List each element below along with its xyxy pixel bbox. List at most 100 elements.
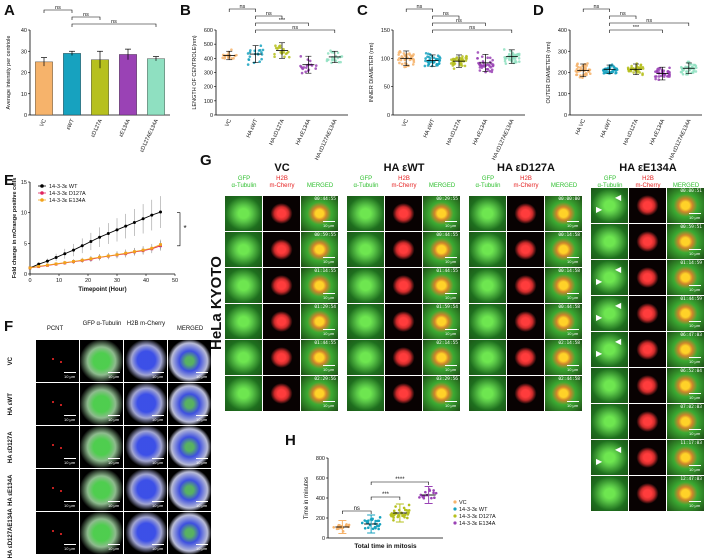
data-point (503, 57, 507, 61)
h2b-mcherry-frame (385, 376, 422, 411)
data-point (258, 48, 262, 52)
channel-header: GFP α-Tubulin (591, 176, 629, 189)
bar-1 (63, 53, 81, 116)
merged-frame: 00:44:55 10 μm (301, 196, 338, 231)
scale-bar: 10 μm (567, 223, 579, 228)
significance-bracket (228, 8, 256, 12)
data-point (513, 56, 517, 60)
timestamp: 01:44:55 (436, 269, 458, 274)
data-point (392, 513, 396, 516)
gfp-tubulin-frame (591, 404, 628, 439)
panel-b-scatter-chart: 0 100 200 300 400 500 600 LENGTH OF CENTROLE(nm… (192, 4, 348, 161)
data-point (246, 52, 250, 55)
scale-bar: 10 μm (196, 546, 208, 551)
data-point (412, 58, 416, 62)
data-point (403, 515, 406, 519)
data-point (377, 527, 380, 531)
y-tick-label: 300 (204, 71, 213, 77)
data-point (653, 75, 657, 78)
data-point (437, 59, 441, 62)
data-point (424, 57, 427, 60)
y-tick-label: 600 (316, 476, 325, 482)
data-point (486, 56, 489, 60)
x-tick-label: HA εE134A (295, 118, 312, 146)
data-point (658, 66, 662, 70)
micrograph-h2b: 10 μm (124, 469, 167, 511)
arrowhead-icon: ◀ (615, 265, 622, 274)
series-point (159, 243, 162, 246)
scale-bar: 10 μm (323, 367, 335, 372)
channel-header-line: MERGED (550, 183, 578, 189)
col-header-pcnt: PCNT (46, 326, 64, 332)
series-point (72, 260, 75, 263)
significance-bracket (370, 496, 401, 500)
scale-bar: 10 μm (64, 374, 76, 379)
significance-label: **** (395, 477, 405, 483)
data-point (400, 62, 404, 66)
channel-header-line: H2B (276, 176, 288, 182)
data-point (641, 72, 644, 75)
data-point (389, 513, 393, 517)
data-point (657, 75, 661, 78)
data-point (488, 56, 492, 60)
series-point (46, 263, 49, 267)
scale-bar: 10 μm (689, 395, 701, 400)
timestamp: 02:29:56 (314, 377, 336, 382)
data-point (615, 67, 619, 70)
arrowhead-icon: ▶ (596, 205, 603, 214)
series-line-0 (29, 211, 161, 269)
gfp-tubulin-frame (347, 232, 384, 267)
gfp-tubulin-frame (469, 304, 506, 339)
gfp-tubulin-frame: ▶ ◀ (591, 296, 628, 331)
data-point (679, 70, 683, 74)
centrosome-dot (60, 404, 62, 406)
data-point (502, 48, 506, 51)
data-point (332, 51, 335, 54)
significance-label: ns (443, 11, 449, 17)
significance-bracket (71, 23, 157, 27)
data-point (259, 44, 263, 47)
gfp-tubulin-frame (225, 340, 262, 375)
channel-header: GFP α-Tubulin (469, 176, 507, 189)
bar-3 (119, 54, 137, 116)
data-point (455, 56, 458, 60)
scale-bar: 10 μm (196, 374, 208, 379)
series-point (80, 244, 84, 248)
data-point (632, 71, 635, 74)
panel-e-line-chart: 0 5 10 15 0 10 20 30 40 50 Timepoint (Hour) Fold ch… (12, 178, 187, 293)
micrograph-gfp: 10 μm (80, 512, 123, 554)
data-point (330, 58, 334, 62)
y-tick-label: 200 (316, 516, 325, 522)
merged-frame: 06:47:03 10 μm (667, 332, 704, 367)
timestamp: 03:29:56 (436, 377, 458, 382)
data-point (403, 62, 407, 65)
gfp-tubulin-frame (225, 376, 262, 411)
scale-bar: 10 μm (445, 295, 457, 300)
data-point (314, 67, 317, 70)
significance-label: *** (633, 25, 640, 31)
merged-frame: 00:00:51 10 μm (667, 188, 704, 223)
data-point (489, 65, 492, 69)
data-point (258, 60, 261, 64)
y-tick-label: 0 (210, 113, 213, 119)
data-point (666, 75, 670, 78)
data-point (517, 57, 521, 60)
scale-bar: 10 μm (152, 374, 164, 379)
x-tick-label: HA VC (575, 118, 587, 136)
micrograph-pcnt: 10 μm (36, 469, 79, 511)
significance-label: ns (456, 18, 462, 24)
series-point (45, 259, 49, 263)
data-point (436, 54, 440, 57)
scale-bar: 10 μm (108, 460, 120, 465)
series-point (54, 262, 58, 266)
series-point (141, 217, 145, 221)
data-point (336, 56, 340, 60)
h2b-mcherry-frame (507, 304, 544, 339)
h2b-mcherry-frame (385, 232, 422, 267)
data-point (406, 511, 410, 515)
data-point (480, 64, 484, 67)
data-point (408, 58, 412, 62)
data-point (584, 71, 588, 75)
scale-bar: 10 μm (108, 546, 120, 551)
merged-frame: 12:47:03 10 μm (667, 476, 704, 511)
